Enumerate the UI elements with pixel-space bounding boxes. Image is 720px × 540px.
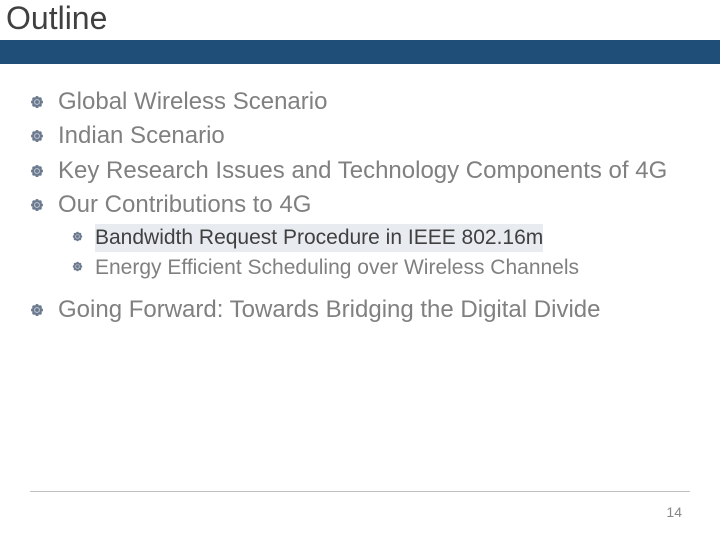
bullet-item: Going Forward: Towards Bridging the Digi… — [30, 294, 690, 326]
content-area: Global Wireless Scenario Indian Scenario — [0, 66, 720, 327]
bullet-text: Going Forward: Towards Bridging the Digi… — [58, 294, 600, 326]
flower-bullet-icon — [72, 261, 83, 272]
sub-bullet-text-current: Bandwidth Request Procedure in IEEE 802.… — [95, 224, 543, 252]
flower-bullet-icon — [30, 198, 44, 212]
page-number: 14 — [666, 504, 682, 520]
slide-title: Outline — [6, 0, 111, 37]
sub-bullet-text: Energy Efficient Scheduling over Wireles… — [95, 254, 579, 282]
bullet-text: Indian Scenario — [58, 120, 225, 152]
header-bar — [0, 40, 720, 64]
flower-bullet-icon — [72, 231, 83, 242]
flower-bullet-icon — [30, 129, 44, 143]
bullet-text: Global Wireless Scenario — [58, 86, 327, 118]
bullet-text: Key Research Issues and Technology Compo… — [58, 155, 667, 187]
bullet-item: Indian Scenario — [30, 120, 690, 152]
sub-bullet-item: Energy Efficient Scheduling over Wireles… — [30, 254, 690, 282]
footer-divider — [30, 491, 690, 492]
bullet-item: Key Research Issues and Technology Compo… — [30, 155, 690, 187]
sub-bullet-item: Bandwidth Request Procedure in IEEE 802.… — [30, 224, 690, 252]
bullet-item: Global Wireless Scenario — [30, 86, 690, 118]
bullet-item: Our Contributions to 4G — [30, 189, 690, 221]
flower-bullet-icon — [30, 303, 44, 317]
bullet-text: Our Contributions to 4G — [58, 189, 311, 221]
flower-bullet-icon — [30, 164, 44, 178]
header: Outline — [0, 0, 720, 66]
flower-bullet-icon — [30, 95, 44, 109]
